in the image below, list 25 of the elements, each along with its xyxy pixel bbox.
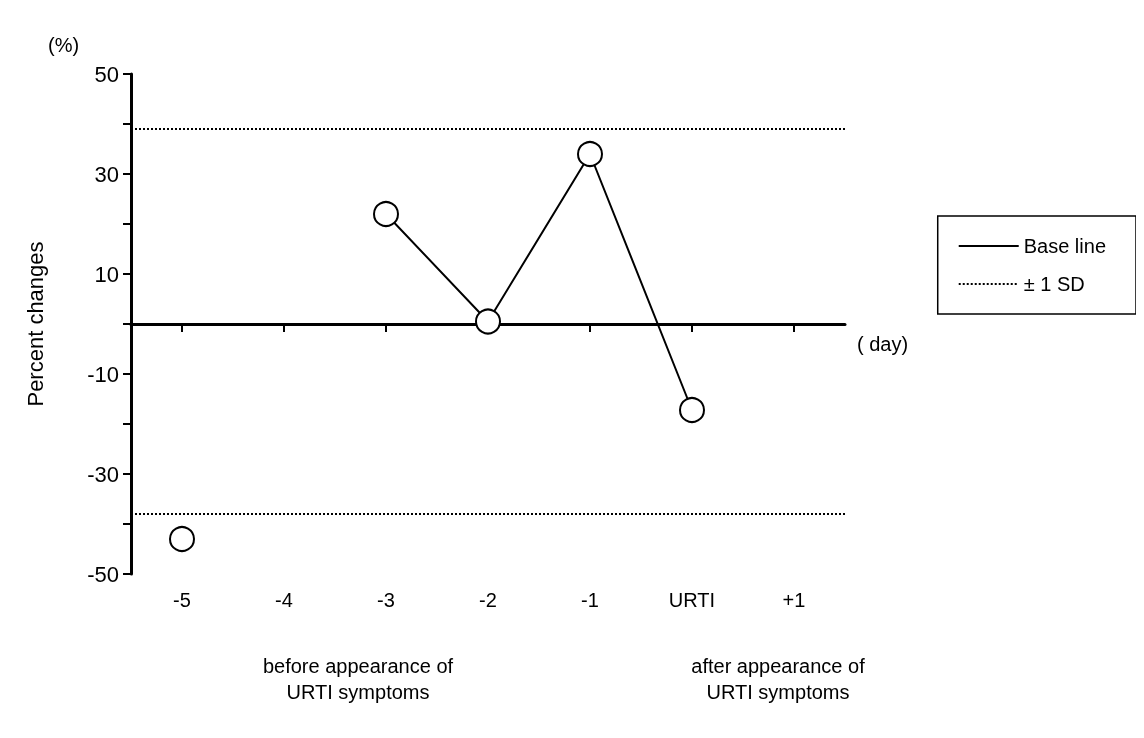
legend-label: ± 1 SD bbox=[1023, 273, 1085, 295]
y-tick-label: 10 bbox=[94, 261, 119, 287]
y-tick-label: 30 bbox=[94, 161, 119, 187]
point bbox=[577, 141, 603, 167]
x-tick-label: +1 bbox=[782, 589, 806, 611]
y-tick-label: -50 bbox=[87, 561, 119, 587]
point bbox=[475, 308, 501, 335]
x-tick-label: URTI bbox=[668, 589, 716, 611]
text: after appearance of URTI symptoms bbox=[691, 655, 866, 703]
text: before appearance of URTI symptoms bbox=[262, 655, 454, 703]
x-tick-label: -3 bbox=[377, 589, 395, 611]
point bbox=[679, 397, 705, 423]
x-tick-label: -4 bbox=[275, 589, 293, 611]
legend-label: Base line bbox=[1023, 235, 1107, 257]
point bbox=[169, 526, 195, 552]
y-axis-title: Percent changes bbox=[22, 241, 48, 407]
y-tick-label: -10 bbox=[87, 361, 119, 387]
y-tick-label: -30 bbox=[87, 461, 119, 487]
point bbox=[373, 201, 399, 227]
x-tick-label: -5 bbox=[173, 589, 191, 611]
text: (%) bbox=[48, 34, 80, 56]
x-tick-label: -2 bbox=[479, 589, 497, 611]
x-tick-label: -1 bbox=[581, 589, 599, 611]
y-tick-label: 50 bbox=[94, 61, 119, 87]
x-axis-title: ( day) bbox=[857, 333, 909, 355]
